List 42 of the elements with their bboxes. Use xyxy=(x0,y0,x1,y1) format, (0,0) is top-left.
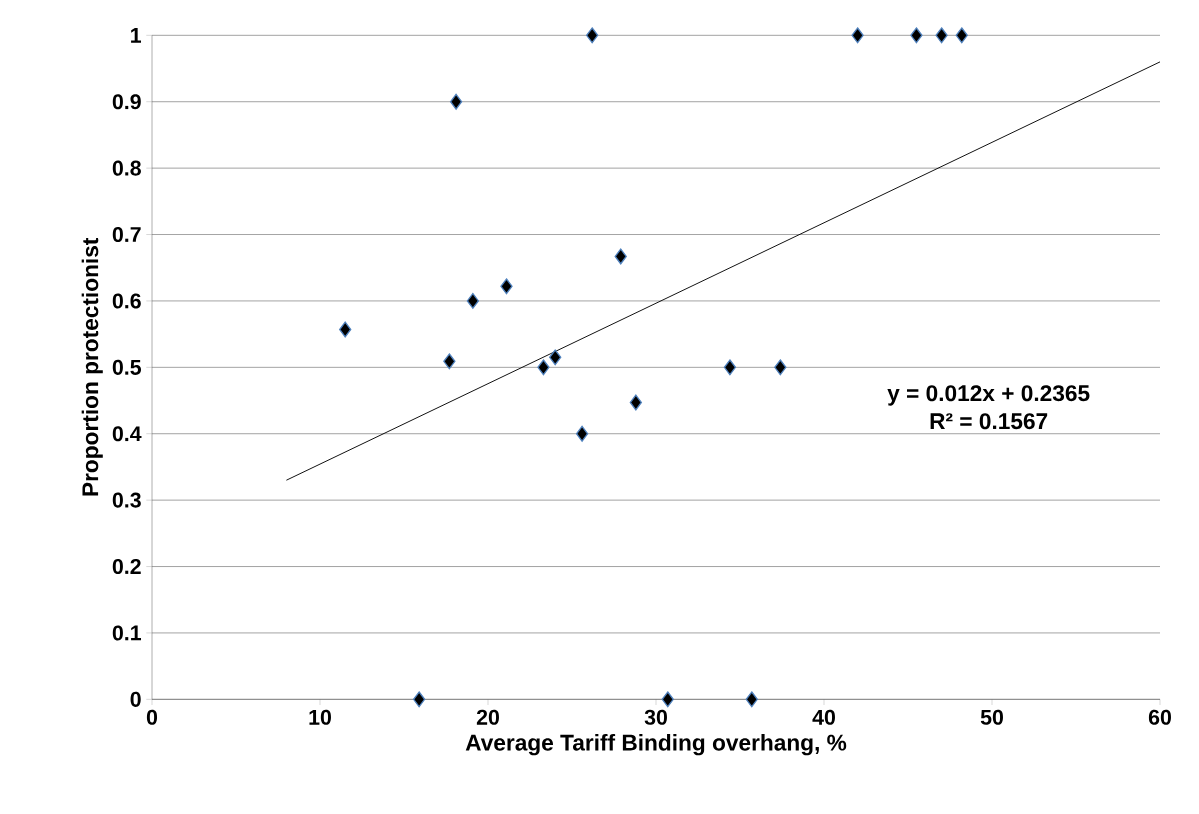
point xyxy=(935,27,948,44)
x-tick-label: 20 xyxy=(476,709,499,725)
y-tick-label: 0.1 xyxy=(112,625,141,641)
point xyxy=(723,359,737,376)
x-tick-label: 50 xyxy=(980,709,1003,725)
point xyxy=(745,691,758,708)
x-tick-label: 60 xyxy=(1148,709,1171,725)
annotation: y = 0.012x + 0.2365 xyxy=(887,385,1090,406)
y-tick-label: 0.2 xyxy=(112,558,141,575)
point xyxy=(614,248,627,265)
x-tick-label: 40 xyxy=(812,709,835,725)
point xyxy=(443,353,456,370)
y-tick-label: 0.9 xyxy=(112,94,141,110)
point xyxy=(955,27,968,44)
y-tick-label: 1 xyxy=(131,27,141,43)
y-tick-label: 0.5 xyxy=(112,359,141,375)
y-tick-label: 0.3 xyxy=(112,492,141,508)
point xyxy=(537,359,550,376)
y-tick-label: 0 xyxy=(130,691,141,707)
point xyxy=(586,27,599,44)
x-axis-title: Average Tariff Binding overhang, % xyxy=(465,734,847,756)
point xyxy=(629,394,643,411)
y-axis-title: Proportion protectionist xyxy=(81,237,103,496)
point xyxy=(339,321,352,338)
point xyxy=(575,425,589,442)
x-tick-label: 0 xyxy=(146,709,158,725)
x-tick-label: 30 xyxy=(644,709,667,725)
y-tick-label: 0.8 xyxy=(112,160,141,176)
point xyxy=(910,27,923,44)
point xyxy=(500,278,513,295)
y-tick-label: 0.6 xyxy=(112,293,141,309)
annotation: R² = 0.1567 xyxy=(930,413,1048,430)
point xyxy=(412,691,426,708)
point xyxy=(466,292,480,309)
point xyxy=(549,349,562,366)
point xyxy=(774,359,787,376)
y-tick-label: 0.4 xyxy=(112,426,142,442)
point xyxy=(661,691,674,708)
y-tick-label: 0.7 xyxy=(112,226,141,243)
point xyxy=(449,93,463,110)
point xyxy=(851,27,864,44)
x-tick-label: 10 xyxy=(309,709,331,725)
